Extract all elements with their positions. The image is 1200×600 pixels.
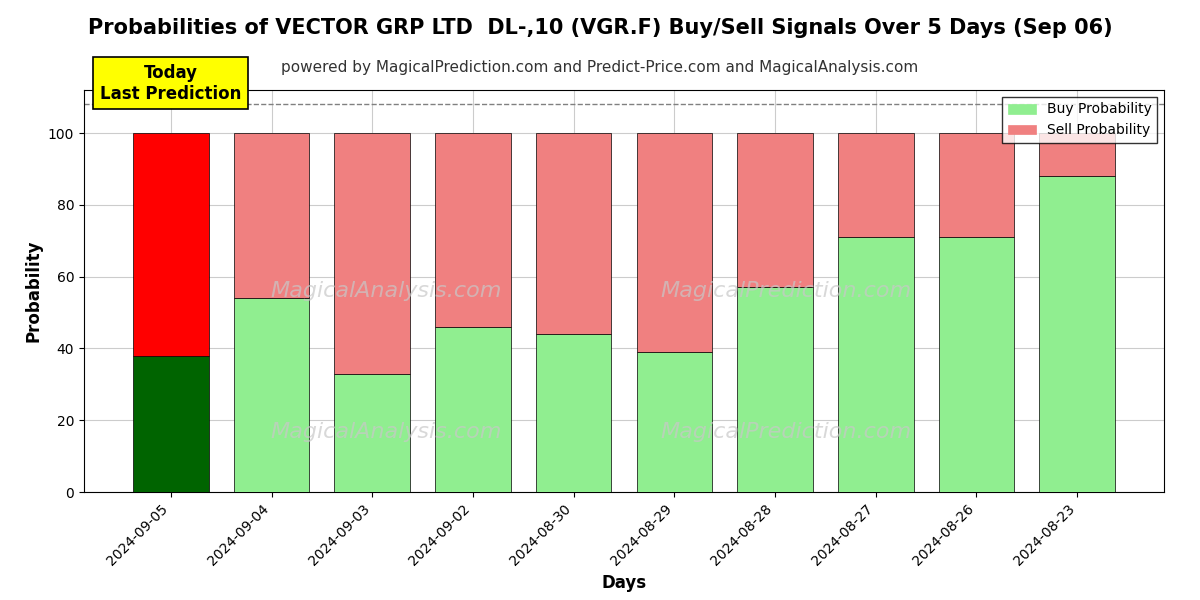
Text: MagicalPrediction.com: MagicalPrediction.com [660, 422, 912, 442]
Text: MagicalAnalysis.com: MagicalAnalysis.com [271, 422, 502, 442]
Bar [335, 133, 410, 374]
Text: MagicalAnalysis.com: MagicalAnalysis.com [271, 281, 502, 301]
Y-axis label: Probability: Probability [24, 240, 42, 342]
Bar [636, 133, 712, 352]
Bar [436, 133, 511, 327]
Bar [234, 298, 310, 492]
Bar [436, 327, 511, 492]
Text: Today
Last Prediction: Today Last Prediction [100, 64, 241, 103]
Bar [234, 133, 310, 298]
Text: powered by MagicalPrediction.com and Predict-Price.com and MagicalAnalysis.com: powered by MagicalPrediction.com and Pre… [281, 60, 919, 75]
Bar [335, 374, 410, 492]
Bar [938, 237, 1014, 492]
X-axis label: Days: Days [601, 574, 647, 592]
Bar [737, 133, 812, 287]
Bar [1039, 133, 1115, 176]
Bar [838, 237, 913, 492]
Bar [838, 133, 913, 237]
Bar [636, 352, 712, 492]
Legend: Buy Probability, Sell Probability: Buy Probability, Sell Probability [1002, 97, 1157, 143]
Text: MagicalPrediction.com: MagicalPrediction.com [660, 281, 912, 301]
Bar [133, 356, 209, 492]
Bar [536, 334, 612, 492]
Bar [1039, 176, 1115, 492]
Bar [938, 133, 1014, 237]
Bar [737, 287, 812, 492]
Bar [133, 133, 209, 356]
Bar [536, 133, 612, 334]
Text: Probabilities of VECTOR GRP LTD  DL-,10 (VGR.F) Buy/Sell Signals Over 5 Days (Se: Probabilities of VECTOR GRP LTD DL-,10 (… [88, 18, 1112, 38]
